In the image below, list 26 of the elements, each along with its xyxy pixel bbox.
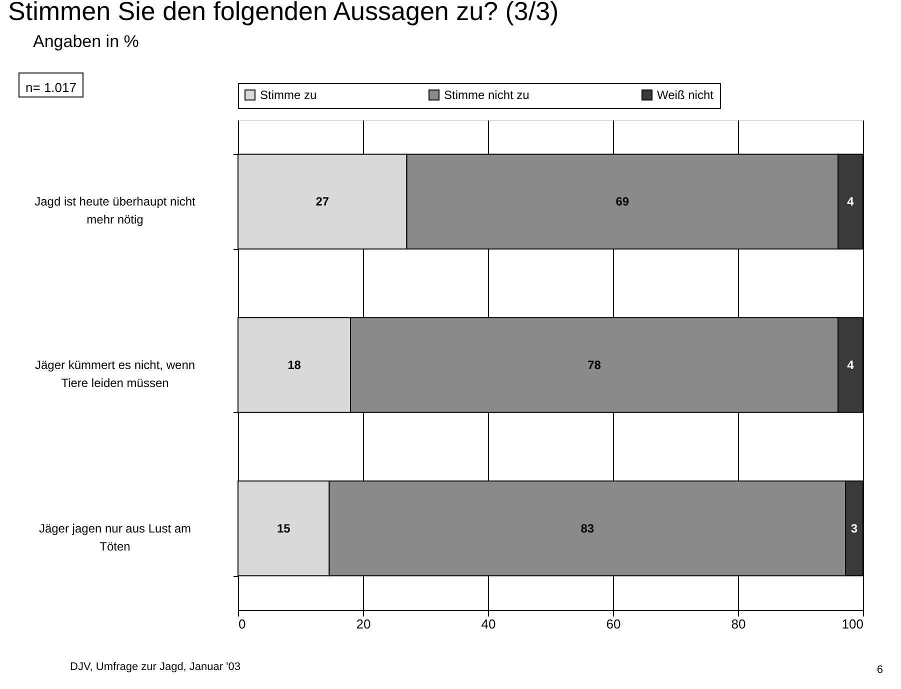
y-tick-label: Jäger jagen nur aus Lust am Töten (38, 521, 192, 554)
text: n= 1.017 (26, 80, 76, 95)
data-label: 3 (850, 521, 858, 536)
data-label: 15 (276, 521, 291, 536)
legend-label: Stimme nicht zu (444, 88, 530, 102)
x-tick-label: 0 (238, 616, 246, 632)
chart-title: Stimmen Sie den folgenden Aussagen zu? (3/3) (8, 0, 559, 26)
text: DJV, Umfrage zur Jagd, Januar '03 (70, 661, 240, 673)
y-tick-label: Jagd ist heute überhaupt nicht mehr nötig (34, 194, 196, 227)
y-tick-label: Jäger kümmert es nicht, wenn Tiere leiden müssen (34, 358, 196, 390)
x-tick-label: 100 (842, 616, 864, 632)
data-label: 78 (588, 358, 602, 372)
legend-label: Weiß nicht (657, 88, 714, 102)
legend-label: Stimme zu (260, 88, 317, 102)
data-label: 4 (847, 194, 854, 209)
text: Angaben in % (33, 32, 139, 51)
x-tick-label: 20 (356, 616, 371, 632)
x-tick-label: 40 (481, 616, 496, 632)
x-tick-label: 80 (731, 616, 746, 632)
data-label: 4 (847, 358, 854, 372)
data-label: 83 (580, 521, 594, 536)
data-label: 18 (288, 358, 302, 372)
x-tick-label: 60 (606, 616, 621, 632)
data-label: 69 (616, 194, 630, 209)
text: 6 (876, 664, 883, 676)
data-label: 27 (316, 194, 330, 209)
